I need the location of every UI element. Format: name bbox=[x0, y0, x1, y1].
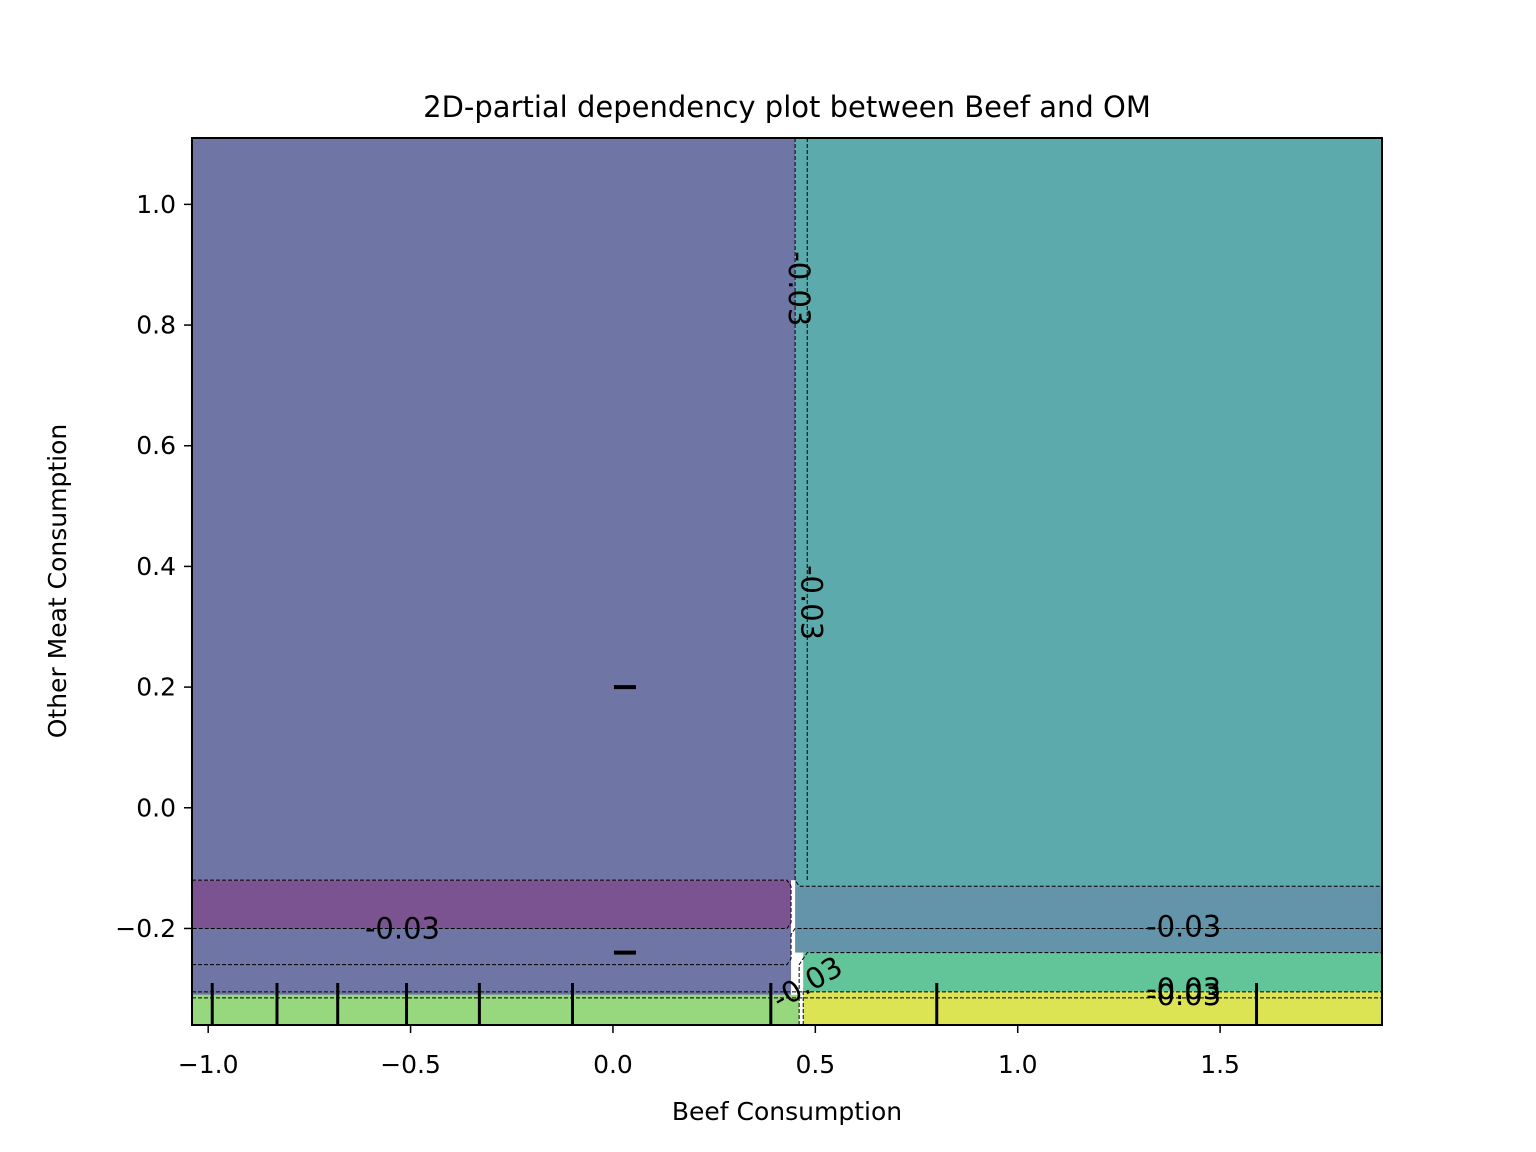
contour-region-1 bbox=[795, 138, 1382, 887]
contour-region-2 bbox=[192, 880, 792, 929]
axes-frame bbox=[191, 137, 1383, 1026]
plot-area: -0.03-0.03-0.03 -0.03-0.03 -0.03-0.03 bbox=[192, 138, 1382, 1025]
contour-labels: -0.03-0.03-0.03 -0.03-0.03 -0.03-0.03 bbox=[365, 251, 1221, 1016]
contour-region-6 bbox=[192, 994, 800, 1025]
contour-region-3 bbox=[192, 928, 792, 995]
x-tick-label-1: −0.5 bbox=[380, 1050, 441, 1079]
contour-region-4 bbox=[795, 886, 1382, 953]
contour-label-3: -0.03 bbox=[1146, 910, 1221, 944]
contour-label-1: -0.03 bbox=[794, 565, 828, 640]
contour-line-2 bbox=[794, 138, 1382, 887]
chart-title: 2D-partial dependency plot between Beef … bbox=[423, 90, 1151, 124]
y-axis-label: Other Meat Consumption bbox=[43, 424, 72, 739]
x-axis: −1.0 −0.5 0.0 0.5 1.0 1.5 bbox=[178, 1025, 1240, 1079]
contour-region-0 bbox=[192, 138, 796, 881]
contour-label-2: -0.03 bbox=[365, 911, 440, 945]
x-axis-label: Beef Consumption bbox=[672, 1097, 902, 1126]
x-tick-label-0: −1.0 bbox=[178, 1050, 239, 1079]
contour-label-5: -0.03 bbox=[1146, 972, 1221, 1006]
contour-line-0 bbox=[192, 879, 792, 929]
y-tick-label-5: 0.8 bbox=[136, 311, 176, 340]
x-tick-label-3: 0.5 bbox=[795, 1050, 835, 1079]
y-tick-label-2: 0.2 bbox=[136, 673, 176, 702]
y-axis: −0.2 0.0 0.2 0.4 0.6 0.8 1.0 bbox=[115, 190, 192, 943]
y-tick-label-3: 0.4 bbox=[136, 552, 176, 581]
contour-line-1 bbox=[192, 927, 1382, 966]
contour-label-0: -0.03 bbox=[782, 251, 816, 326]
contour-lines bbox=[192, 138, 1382, 1025]
x-tick-label-4: 1.0 bbox=[998, 1050, 1038, 1079]
contour-region-7 bbox=[803, 991, 1382, 1025]
contour-region-5 bbox=[803, 952, 1382, 992]
contour-label-6: -0.03 bbox=[1146, 978, 1221, 1012]
x-tick-label-2: 0.0 bbox=[593, 1050, 633, 1079]
contour-line-4 bbox=[798, 952, 1382, 1025]
y-tick-label-1: 0.0 bbox=[136, 793, 176, 822]
decile-markers bbox=[210, 685, 1259, 1025]
contour-regions bbox=[192, 138, 1382, 1025]
y-tick-label-0: −0.2 bbox=[115, 914, 176, 943]
y-tick-label-6: 1.0 bbox=[136, 190, 176, 219]
y-tick-label-4: 0.6 bbox=[136, 431, 176, 460]
x-tick-label-5: 1.5 bbox=[1200, 1050, 1240, 1079]
